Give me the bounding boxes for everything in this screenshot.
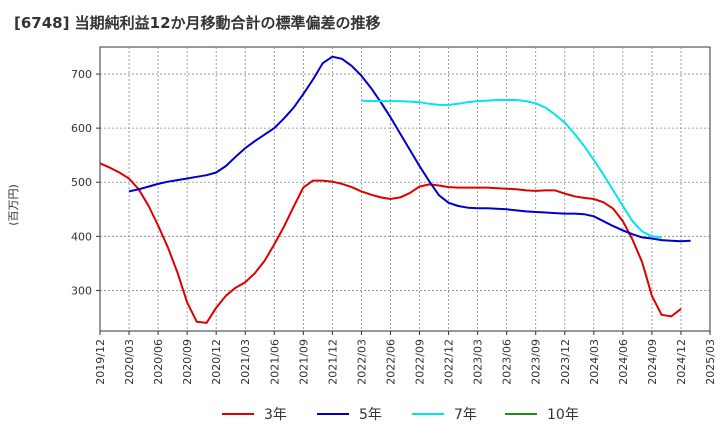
x-tick-label: 2022/06 xyxy=(384,339,397,385)
chart-title: [6748] 当期純利益12か月移動合計の標準偏差の推移 xyxy=(14,14,381,32)
legend-item: 3年 xyxy=(222,407,287,423)
x-tick-label: 2020/12 xyxy=(210,339,223,385)
x-tick-label: 2021/12 xyxy=(326,339,339,385)
x-tick-label: 2021/06 xyxy=(268,339,281,385)
x-tick-label: 2024/12 xyxy=(675,339,688,385)
plot-area xyxy=(99,46,711,332)
x-tick-label: 2022/03 xyxy=(355,339,368,385)
grid-layer xyxy=(99,46,711,332)
x-tick-label: 2022/09 xyxy=(414,339,427,385)
legend: 3年 5年 7年 10年 xyxy=(222,407,579,423)
series-line-3年 xyxy=(99,162,682,324)
legend-label: 3年 xyxy=(264,407,287,423)
legend-label: 5年 xyxy=(359,407,382,423)
x-tick-label: 2021/03 xyxy=(239,339,252,385)
series-line-7年 xyxy=(361,99,662,239)
legend-item: 7年 xyxy=(412,407,477,423)
y-tick-label: 700 xyxy=(71,68,92,81)
y-tick-label: 500 xyxy=(71,176,92,189)
legend-item: 10年 xyxy=(505,407,579,423)
x-tick-label: 2024/06 xyxy=(617,339,630,385)
x-tick-label: 2025/03 xyxy=(704,339,717,385)
y-tick-label: 600 xyxy=(71,122,92,135)
x-tick-label: 2019/12 xyxy=(94,339,107,385)
y-axis-label: (百万円) xyxy=(7,184,20,226)
x-tick-label: 2023/12 xyxy=(559,339,572,385)
series-line-5年 xyxy=(128,55,691,243)
x-tick-label: 2020/03 xyxy=(123,339,136,385)
x-tick-label: 2023/09 xyxy=(530,339,543,385)
x-tick-label: 2023/06 xyxy=(501,339,514,385)
y-tick-label: 300 xyxy=(71,284,92,297)
y-tick-label: 400 xyxy=(71,230,92,243)
legend-item: 5年 xyxy=(317,407,382,423)
legend-label: 7年 xyxy=(454,407,477,423)
x-tick-label: 2020/09 xyxy=(181,339,194,385)
x-tick-label: 2020/06 xyxy=(152,339,165,385)
x-tick-label: 2022/12 xyxy=(443,339,456,385)
x-tick-label: 2024/09 xyxy=(646,339,659,385)
x-tick-label: 2024/03 xyxy=(588,339,601,385)
axis-layer: 300 400 500 600 700 2019/12 2020/03 2020/06 2020… xyxy=(7,68,717,385)
x-tick-label: 2021/09 xyxy=(297,339,310,385)
series-layer xyxy=(99,55,691,324)
legend-label: 10年 xyxy=(547,407,579,423)
x-tick-label: 2023/03 xyxy=(472,339,485,385)
